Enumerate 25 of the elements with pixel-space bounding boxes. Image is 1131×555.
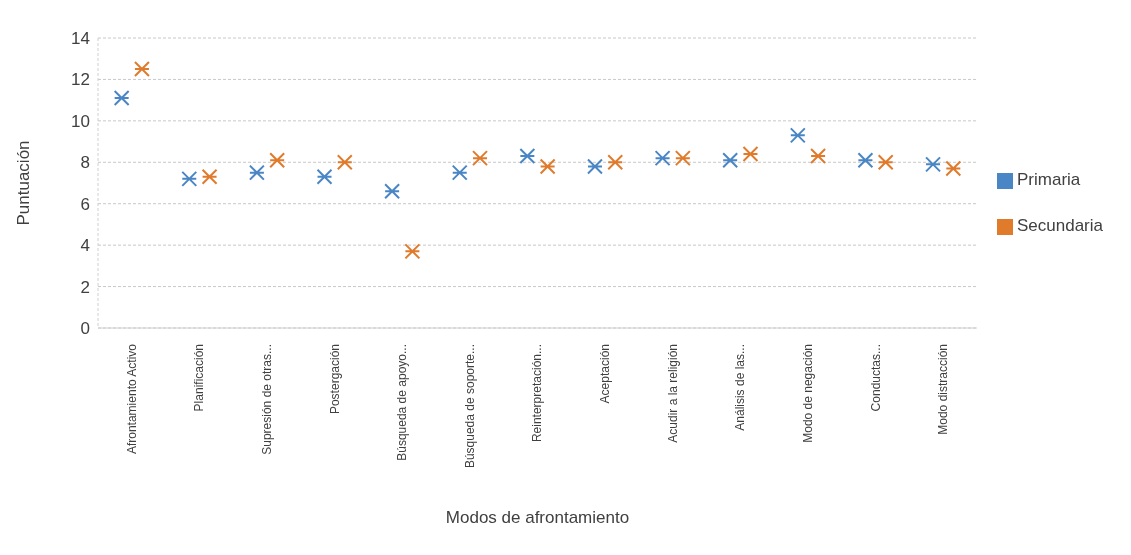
- legend-label: Secundaria: [1016, 216, 1103, 235]
- x-tick-label: Planificación: [192, 344, 207, 412]
- y-tick-label: 12: [71, 70, 90, 90]
- y-tick-label: 6: [80, 194, 90, 214]
- legend-label: Primaria: [1016, 170, 1081, 189]
- y-tick-label: 2: [80, 277, 90, 297]
- x-tick-label: Reinterpretación...: [530, 344, 545, 443]
- x-tick-label: Aceptación: [598, 344, 613, 404]
- x-tick-label: Análisis de las...: [733, 344, 748, 431]
- x-tick-label: Modo de negación: [800, 344, 815, 443]
- y-tick-label: 4: [80, 236, 90, 256]
- x-tick-label: Búsqueda de soporte...: [462, 344, 477, 469]
- y-tick-label: 8: [80, 153, 90, 173]
- y-tick-label: 0: [80, 319, 90, 339]
- x-axis-title: Modos de afrontamiento: [445, 508, 630, 527]
- x-tick-label: Búsqueda de apoyo...: [395, 344, 410, 461]
- x-tick-label: Postergación: [327, 344, 342, 415]
- y-tick-label: 10: [71, 111, 90, 131]
- x-tick-label: Modo distracción: [936, 344, 951, 435]
- y-axis-title: Puntuación: [14, 140, 34, 226]
- x-tick-label: Conductas...: [868, 344, 883, 412]
- x-tick-label: Acudir a la religión: [665, 344, 680, 443]
- x-tick-label: Supresión de otras...: [260, 344, 275, 455]
- x-tick-label: Afrontamiento Activo: [124, 343, 139, 455]
- y-tick-label: 14: [71, 29, 90, 49]
